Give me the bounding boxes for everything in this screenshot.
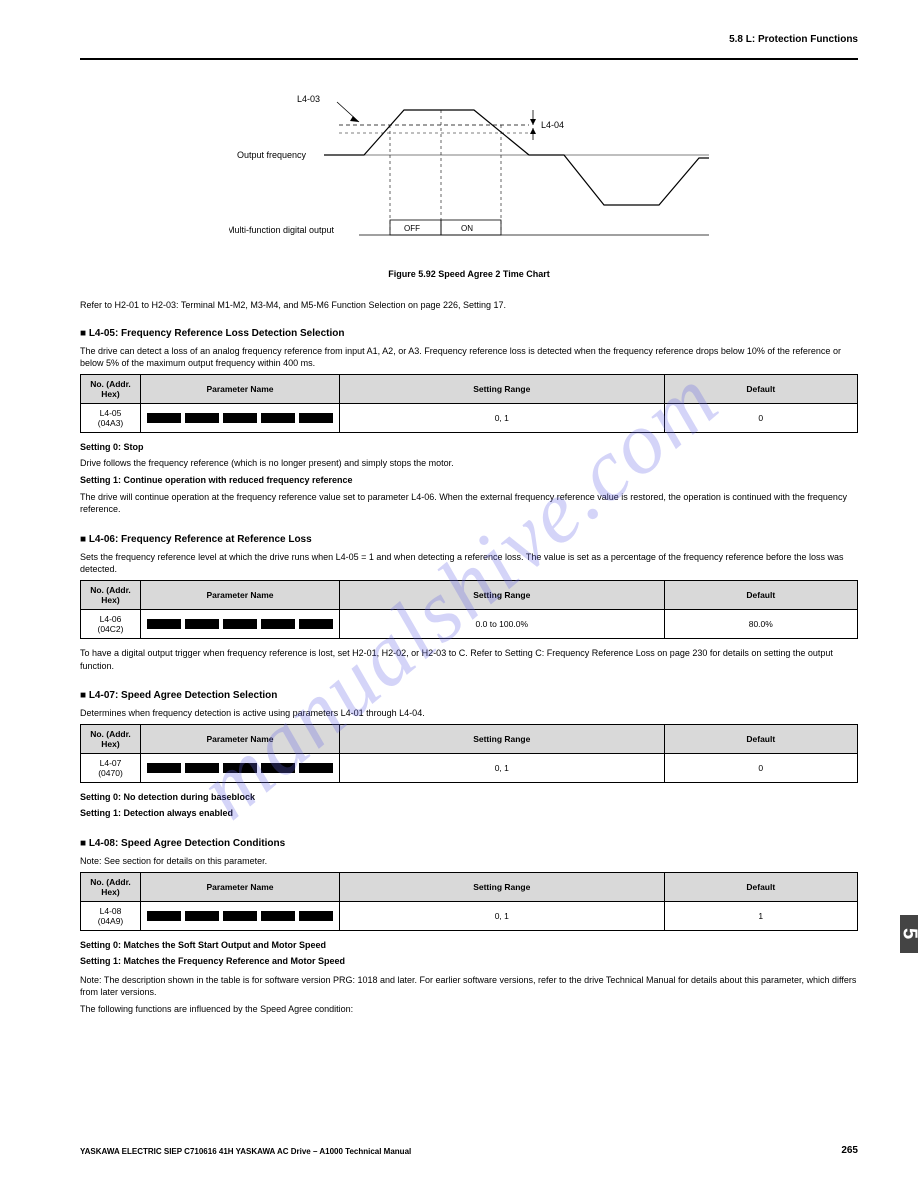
table-header-cell: Parameter Name — [141, 872, 340, 901]
parameter-description: Note: See section for details on this pa… — [80, 855, 858, 868]
table-header-cell: Default — [664, 872, 857, 901]
cell-default: 80.0% — [664, 609, 857, 638]
redacted-box — [261, 619, 295, 629]
redacted-box — [147, 619, 181, 629]
table-header-cell: No. (Addr. Hex) — [81, 374, 141, 403]
setting-heading: Setting 1: Matches the Frequency Referen… — [80, 955, 858, 968]
l4-04-label: L4-04 — [541, 120, 564, 130]
redacted-box — [299, 911, 333, 921]
redacted-box — [147, 911, 181, 921]
cell-parameter-name — [141, 753, 340, 782]
redacted-box — [299, 413, 333, 423]
table-header-cell: Setting Range — [340, 580, 665, 609]
cell-parameter-name — [141, 901, 340, 930]
header-rule — [80, 58, 858, 60]
redacted-box — [185, 911, 219, 921]
cell-parameter-no: L4-07 (0470) — [81, 753, 141, 782]
redacted-box — [223, 413, 257, 423]
redacted-box — [185, 763, 219, 773]
cell-default: 0 — [664, 753, 857, 782]
parameter-table: No. (Addr. Hex)Parameter NameSetting Ran… — [80, 374, 858, 433]
setting-text: The drive will continue operation at the… — [80, 491, 858, 516]
redacted-box — [299, 763, 333, 773]
footer-page-number: 265 — [841, 1145, 858, 1156]
setting-text: Drive follows the frequency reference (w… — [80, 457, 858, 470]
table-header-cell: Parameter Name — [141, 580, 340, 609]
redacted-box — [223, 763, 257, 773]
parameter-heading: ■ L4-08: Speed Agree Detection Condition… — [80, 838, 858, 849]
setting-heading: Setting 1: Continue operation with reduc… — [80, 474, 858, 487]
redacted-box — [223, 911, 257, 921]
redacted-box — [299, 619, 333, 629]
parameter-description: The drive can detect a loss of an analog… — [80, 345, 858, 370]
table-header-cell: Setting Range — [340, 872, 665, 901]
setting-heading: Setting 1: Detection always enabled — [80, 807, 858, 820]
setting-text: To have a digital output trigger when fr… — [80, 647, 858, 672]
cell-setting-range: 0, 1 — [340, 403, 665, 432]
table-header-cell: Default — [664, 374, 857, 403]
parameter-heading: ■ L4-05: Frequency Reference Loss Detect… — [80, 328, 858, 339]
output-freq-label: Output frequency — [237, 150, 307, 160]
tail-note-2: The following functions are influenced b… — [80, 1003, 858, 1016]
parameter-block: ■ L4-07: Speed Agree Detection Selection… — [80, 690, 858, 820]
cell-default: 0 — [664, 403, 857, 432]
parameter-heading: ■ L4-06: Frequency Reference at Referenc… — [80, 534, 858, 545]
parameter-block: ■ L4-06: Frequency Reference at Referenc… — [80, 534, 858, 672]
redacted-box — [261, 413, 295, 423]
timing-diagram: L4-03 L4-04 Output frequency Multi-funct… — [80, 80, 858, 263]
cell-setting-range: 0, 1 — [340, 753, 665, 782]
redacted-box — [185, 413, 219, 423]
table-header-cell: No. (Addr. Hex) — [81, 580, 141, 609]
parameter-heading: ■ L4-07: Speed Agree Detection Selection — [80, 690, 858, 701]
header-section-label: 5.8 L: Protection Functions — [729, 34, 858, 45]
setting-heading: Setting 0: Matches the Soft Start Output… — [80, 939, 858, 952]
table-header-cell: Default — [664, 580, 857, 609]
cell-parameter-name — [141, 609, 340, 638]
table-header-cell: Setting Range — [340, 724, 665, 753]
refer-paragraph: Refer to H2-01 to H2-03: Terminal M1-M2,… — [80, 299, 858, 312]
table-header-cell: Parameter Name — [141, 724, 340, 753]
on-label: ON — [461, 224, 473, 233]
setting-heading: Setting 0: No detection during baseblock — [80, 791, 858, 804]
redacted-box — [261, 763, 295, 773]
parameter-block: ■ L4-05: Frequency Reference Loss Detect… — [80, 328, 858, 516]
cell-parameter-no: L4-05 (04A3) — [81, 403, 141, 432]
redacted-box — [185, 619, 219, 629]
parameter-table: No. (Addr. Hex)Parameter NameSetting Ran… — [80, 580, 858, 639]
table-header-cell: Setting Range — [340, 374, 665, 403]
parameter-table: No. (Addr. Hex)Parameter NameSetting Ran… — [80, 724, 858, 783]
parameter-table: No. (Addr. Hex)Parameter NameSetting Ran… — [80, 872, 858, 931]
tail-note: Note: The description shown in the table… — [80, 974, 858, 999]
setting-heading: Setting 0: Stop — [80, 441, 858, 454]
table-header-cell: Default — [664, 724, 857, 753]
cell-parameter-no: L4-06 (04C2) — [81, 609, 141, 638]
cell-parameter-no: L4-08 (04A9) — [81, 901, 141, 930]
cell-default: 1 — [664, 901, 857, 930]
parameter-block: ■ L4-08: Speed Agree Detection Condition… — [80, 838, 858, 1016]
redacted-box — [223, 619, 257, 629]
table-header-cell: No. (Addr. Hex) — [81, 872, 141, 901]
redacted-box — [147, 413, 181, 423]
table-header-cell: Parameter Name — [141, 374, 340, 403]
redacted-box — [147, 763, 181, 773]
off-label: OFF — [404, 224, 420, 233]
l4-03-label: L4-03 — [297, 94, 320, 104]
cell-setting-range: 0, 1 — [340, 901, 665, 930]
redacted-box — [261, 911, 295, 921]
parameter-description: Determines when frequency detection is a… — [80, 707, 858, 720]
figure-caption: Figure 5.92 Speed Agree 2 Time Chart — [80, 269, 858, 279]
cell-setting-range: 0.0 to 100.0% — [340, 609, 665, 638]
footer-left: YASKAWA ELECTRIC SIEP C710616 41H YASKAW… — [80, 1147, 411, 1156]
table-header-cell: No. (Addr. Hex) — [81, 724, 141, 753]
multi-func-label: Multi-function digital output — [229, 225, 335, 235]
parameter-description: Sets the frequency reference level at wh… — [80, 551, 858, 576]
section-side-tab: 5 — [900, 915, 918, 953]
cell-parameter-name — [141, 403, 340, 432]
